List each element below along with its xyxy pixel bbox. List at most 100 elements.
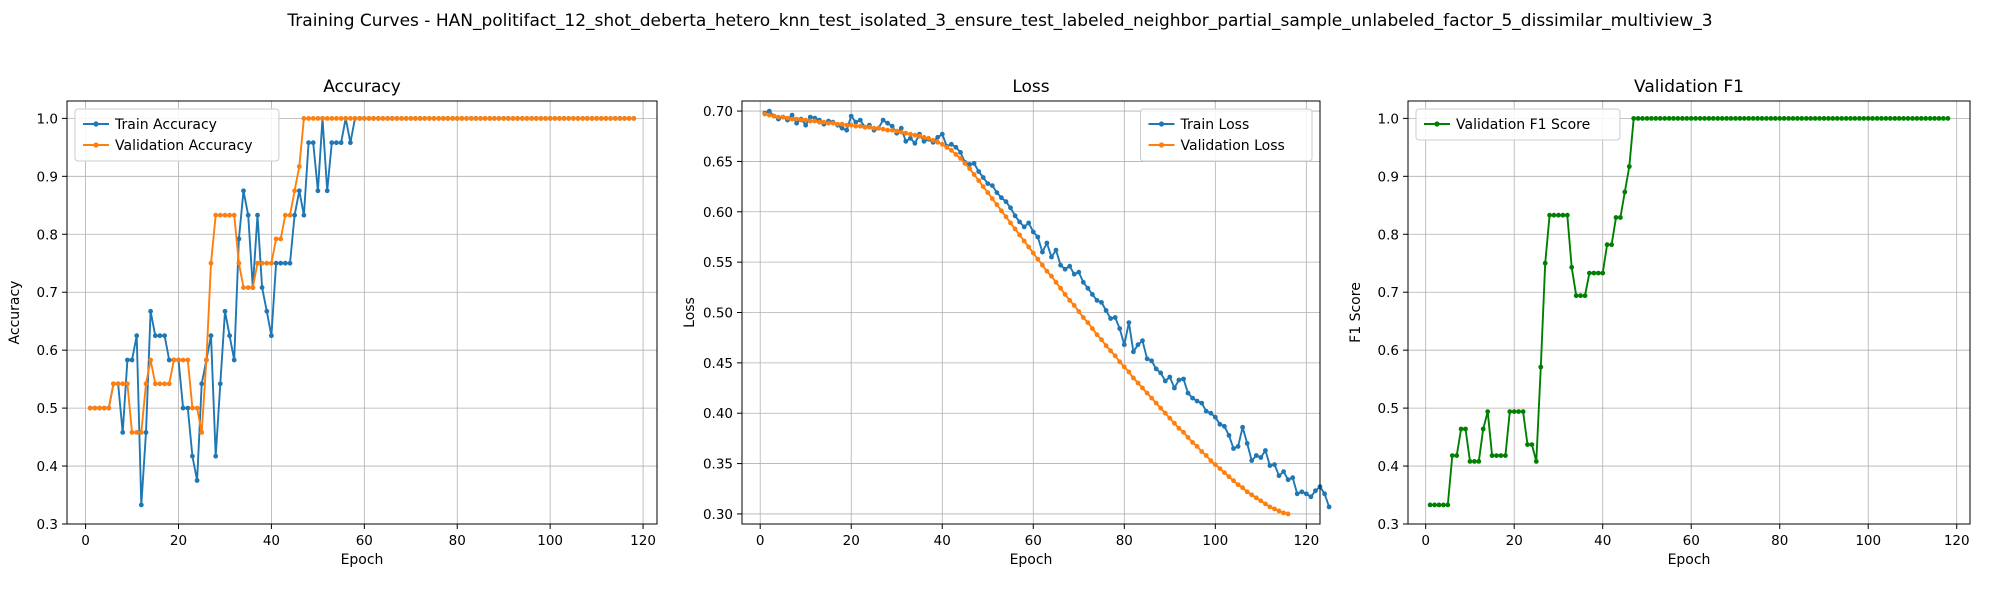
validation-accuracy-point-94 xyxy=(519,116,525,121)
train-loss-point-122 xyxy=(1313,488,1318,494)
train-loss-point-59 xyxy=(1026,220,1032,226)
validation-loss-point-14 xyxy=(821,119,827,125)
accuracy-xtick-label-0: 0 xyxy=(81,533,90,549)
validation-f1-score-point-100 xyxy=(1865,116,1871,121)
loss-ytick-label-8: 0.70 xyxy=(703,104,733,120)
validation-accuracy-point-78 xyxy=(445,116,451,121)
train-loss-point-47 xyxy=(971,161,977,166)
accuracy-axes-frame xyxy=(66,100,658,525)
validation-f1-score-point-78 xyxy=(1768,116,1774,121)
validation-loss-point-63 xyxy=(1044,268,1050,274)
loss-ytick-label-4: 0.50 xyxy=(703,306,733,322)
validation-accuracy-point-117 xyxy=(626,116,632,121)
train-loss-legend-label: Train Loss xyxy=(1180,117,1250,133)
train-loss-point-34 xyxy=(912,140,918,146)
train-accuracy-point-41 xyxy=(273,260,279,266)
train-loss-point-119 xyxy=(1299,489,1305,495)
validation-f1-score-point-113 xyxy=(1923,116,1929,121)
validation-accuracy-point-52 xyxy=(324,116,330,121)
validation-loss-point-72 xyxy=(1085,320,1091,325)
validation-accuracy-point-106 xyxy=(575,116,581,121)
validation-loss-series xyxy=(762,111,1291,517)
validation-loss-point-29 xyxy=(889,127,895,133)
validation-f1-score-point-41 xyxy=(1604,242,1610,248)
validation-f1-ytick-label-1: 0.4 xyxy=(1378,459,1399,475)
validation-loss-point-89 xyxy=(1162,410,1168,416)
validation-loss-point-13 xyxy=(817,119,822,125)
validation-f1-score-point-37 xyxy=(1587,270,1592,276)
loss-xtick-label-5: 100 xyxy=(1202,533,1228,549)
validation-loss-point-73 xyxy=(1090,326,1095,331)
validation-loss-point-36 xyxy=(921,134,927,140)
validation-f1-score-point-56 xyxy=(1671,116,1676,121)
validation-f1-ytick-label-5: 0.8 xyxy=(1378,227,1399,243)
train-loss-point-118 xyxy=(1294,491,1300,497)
loss-legend-box xyxy=(1140,108,1313,162)
train-accuracy-point-11 xyxy=(134,333,140,339)
validation-loss-point-21 xyxy=(853,123,859,129)
validation-f1-score-point-29 xyxy=(1551,212,1557,218)
validation-f1-score-point-57 xyxy=(1675,116,1681,121)
train-accuracy-point-21 xyxy=(180,405,186,411)
train-loss-point-107 xyxy=(1244,441,1250,446)
train-loss-point-58 xyxy=(1021,224,1027,230)
train-accuracy-point-40 xyxy=(269,333,274,339)
train-accuracy-point-32 xyxy=(231,357,237,363)
validation-accuracy-point-2 xyxy=(92,405,98,411)
validation-accuracy-point-99 xyxy=(543,116,548,121)
validation-accuracy-point-75 xyxy=(431,116,437,121)
train-accuracy-point-57 xyxy=(348,140,353,146)
accuracy-xtick-label-6: 120 xyxy=(630,533,656,549)
validation-accuracy-point-54 xyxy=(334,116,339,121)
train-loss-point-55 xyxy=(1008,205,1013,211)
validation-f1-score-point-14 xyxy=(1485,409,1491,414)
train-loss-point-73 xyxy=(1090,292,1095,297)
train-loss-point-29 xyxy=(889,123,895,129)
validation-accuracy-point-43 xyxy=(282,212,288,218)
train-loss-point-10 xyxy=(803,122,809,128)
validation-f1-score-point-117 xyxy=(1941,116,1946,121)
train-loss-point-56 xyxy=(1012,213,1018,219)
validation-f1-score-point-16 xyxy=(1494,453,1499,458)
train-loss-point-83 xyxy=(1135,342,1141,348)
validation-loss-point-56 xyxy=(1012,226,1018,232)
validation-loss-point-75 xyxy=(1099,337,1104,343)
validation-f1-score-point-106 xyxy=(1892,116,1898,121)
accuracy-ytick-label-3: 0.6 xyxy=(37,343,58,359)
validation-accuracy-point-82 xyxy=(464,116,469,121)
validation-accuracy-point-62 xyxy=(371,116,376,121)
accuracy-ytick-label-2: 0.5 xyxy=(37,401,58,417)
validation-accuracy-point-66 xyxy=(389,116,395,121)
validation-loss-point-8 xyxy=(794,116,799,122)
validation-loss-point-42 xyxy=(949,147,954,153)
accuracy-ytick-label-6: 0.9 xyxy=(37,169,58,185)
validation-accuracy-point-35 xyxy=(245,285,251,290)
validation-accuracy-point-58 xyxy=(352,116,358,121)
validation-loss-point-44 xyxy=(958,156,963,161)
validation-accuracy-point-61 xyxy=(366,116,372,121)
validation-f1-score-point-105 xyxy=(1887,116,1893,121)
train-loss-point-82 xyxy=(1131,349,1136,355)
loss-ytick-label-2: 0.40 xyxy=(703,406,733,422)
validation-f1-score-point-13 xyxy=(1480,426,1486,432)
train-accuracy-point-53 xyxy=(329,140,335,146)
accuracy-xtick-label-2: 40 xyxy=(263,533,280,549)
validation-accuracy-point-98 xyxy=(538,116,544,121)
validation-f1-score-point-98 xyxy=(1857,116,1862,121)
validation-accuracy-point-77 xyxy=(440,116,446,121)
validation-accuracy-point-107 xyxy=(580,116,586,121)
validation-f1-xtick-label-6: 120 xyxy=(1944,533,1970,549)
train-accuracy-point-25 xyxy=(199,381,205,387)
train-loss-point-114 xyxy=(1276,473,1282,479)
train-accuracy-legend-marker xyxy=(93,121,99,127)
validation-loss-point-51 xyxy=(989,196,995,202)
validation-accuracy-point-96 xyxy=(529,116,534,121)
validation-loss-point-5 xyxy=(780,114,786,120)
validation-f1-score-point-43 xyxy=(1613,215,1619,220)
validation-f1-score-point-116 xyxy=(1936,116,1942,121)
train-loss-point-39 xyxy=(935,134,941,140)
train-loss-point-78 xyxy=(1112,315,1118,320)
validation-f1-score-point-17 xyxy=(1498,453,1504,458)
train-accuracy-point-39 xyxy=(264,308,270,314)
train-accuracy-point-34 xyxy=(241,188,246,194)
